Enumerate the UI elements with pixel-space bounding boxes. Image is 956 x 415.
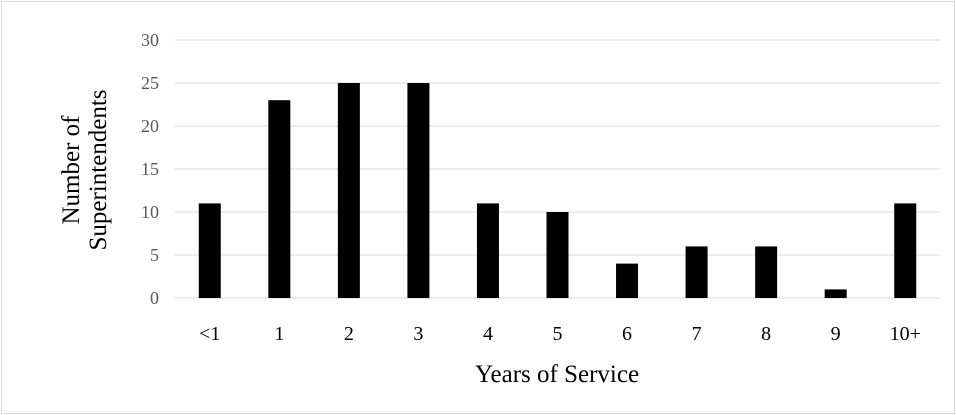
x-tick-label: 4 <box>483 323 493 345</box>
x-tick-label: 1 <box>274 323 284 345</box>
bar-5 <box>546 212 569 298</box>
y-tick-label: 15 <box>141 159 159 179</box>
y-tick-label: 5 <box>150 245 159 265</box>
bar-9 <box>824 289 847 298</box>
x-tick-label: 9 <box>831 323 841 345</box>
x-tick-label: 10+ <box>890 323 921 345</box>
y-tick-label: 10 <box>141 202 159 222</box>
y-axis-title-line-2: Superintendents <box>85 89 112 250</box>
bars <box>198 83 917 298</box>
y-axis-title-line-1: Number of <box>58 115 85 225</box>
x-tick-label: 2 <box>344 323 354 345</box>
bar-10+ <box>894 203 917 298</box>
x-tick-label: 7 <box>692 323 702 345</box>
bar-2 <box>337 83 360 298</box>
y-axis-title: Number of Superintendents <box>58 89 112 250</box>
x-tick-label: 3 <box>413 323 423 345</box>
y-axis-ticks: 0 5 10 15 20 25 30 <box>141 30 159 308</box>
x-tick-label: <1 <box>199 323 220 345</box>
y-tick-label: 25 <box>141 73 159 93</box>
x-axis-title: Years of Service <box>475 361 639 388</box>
bar-1 <box>268 100 291 298</box>
bar-7 <box>685 246 708 298</box>
bar-3 <box>407 83 430 298</box>
gridlines <box>175 39 940 299</box>
bar-6 <box>616 263 639 298</box>
bar-4 <box>476 203 499 298</box>
y-tick-label: 30 <box>141 30 159 50</box>
y-tick-label: 0 <box>150 288 159 308</box>
x-axis-ticks: <1 1 2 3 4 5 6 7 8 9 10+ <box>199 323 921 345</box>
x-tick-label: 5 <box>553 323 563 345</box>
bar-<1 <box>198 203 221 298</box>
y-tick-label: 20 <box>141 116 159 136</box>
bar-8 <box>755 246 778 298</box>
x-tick-label: 6 <box>622 323 632 345</box>
x-tick-label: 8 <box>761 323 771 345</box>
